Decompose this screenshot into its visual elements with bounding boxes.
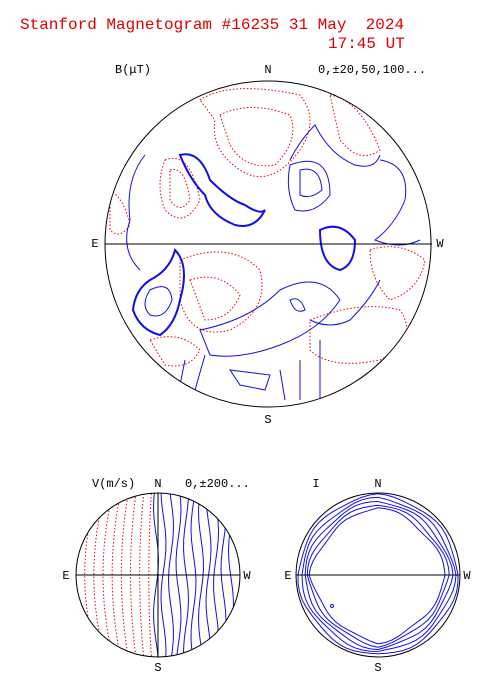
south-label: S [264, 413, 271, 427]
field-contours [109, 88, 426, 401]
intensity-contour [297, 493, 459, 655]
intensity-panel: I N E W S [284, 477, 471, 675]
scale-label: 0,±200... [185, 477, 250, 491]
panel-label: I [312, 477, 319, 491]
west-label: W [463, 569, 471, 583]
west-label: W [436, 237, 444, 251]
intensity-contour [301, 496, 457, 652]
south-label: S [154, 661, 161, 675]
north-label: N [154, 477, 161, 491]
east-label: E [62, 569, 69, 583]
time: 17:45 UT [328, 35, 405, 53]
title: Stanford Magnetogram #16235 31 May 2024 [20, 16, 404, 34]
panel-label: B(μT) [115, 63, 151, 77]
north-label: N [374, 477, 381, 491]
east-label: E [91, 237, 98, 251]
north-label: N [264, 63, 271, 77]
intensity-contour [308, 507, 446, 645]
south-label: S [374, 661, 381, 675]
velocity-contour [102, 493, 114, 657]
field-panel: B(μT) N 0,±20,50,100... E W S [91, 63, 444, 427]
west-label: W [243, 569, 251, 583]
intensity-spot [330, 604, 334, 608]
scale-label: 0,±20,50,100... [318, 63, 426, 77]
panel-label: V(m/s) [92, 477, 135, 491]
intensity-contours [297, 493, 459, 655]
velocity-panel: V(m/s) N 0,±200... E W S [62, 477, 251, 675]
east-label: E [284, 569, 291, 583]
velocity-contour [111, 493, 122, 657]
